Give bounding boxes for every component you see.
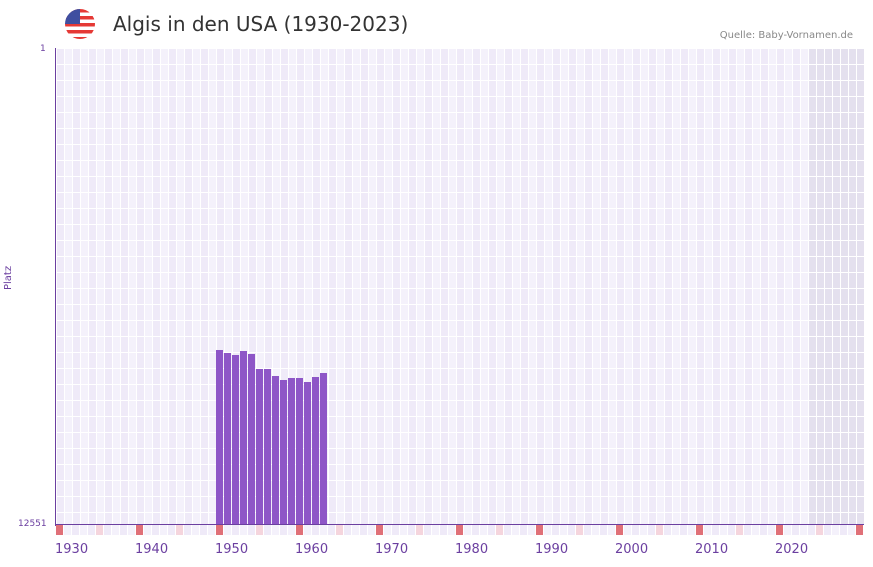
us-flag-icon — [65, 9, 95, 39]
bar-1963[interactable] — [320, 373, 327, 524]
x-tick-1970: 1970 — [375, 542, 409, 557]
bar-1950[interactable] — [216, 350, 223, 524]
bar-1961[interactable] — [304, 382, 311, 524]
x-tick-1930: 1930 — [55, 542, 89, 557]
x-tick-1950: 1950 — [215, 542, 249, 557]
x-tick-2020: 2020 — [775, 542, 809, 557]
bar-1954[interactable] — [248, 354, 255, 524]
bar-1951[interactable] — [224, 353, 231, 524]
decade-markers — [56, 525, 863, 535]
bar-1956[interactable] — [264, 369, 271, 524]
grid-background — [57, 49, 864, 525]
y-axis-label: Platz — [3, 265, 14, 290]
bar-1958[interactable] — [280, 380, 287, 524]
y-tick-bottom: 12551 — [18, 519, 47, 529]
bar-1959[interactable] — [288, 378, 295, 524]
x-tick-2000: 2000 — [615, 542, 649, 557]
y-tick-top: 1 — [40, 44, 46, 54]
x-tick-1990: 1990 — [535, 542, 569, 557]
bar-1952[interactable] — [232, 355, 239, 524]
bar-1962[interactable] — [312, 377, 319, 524]
bar-1960[interactable] — [296, 378, 303, 524]
bar-1957[interactable] — [272, 376, 279, 524]
y-axis-line — [55, 48, 56, 526]
x-tick-1940: 1940 — [135, 542, 169, 557]
x-tick-1980: 1980 — [455, 542, 489, 557]
chart-title: Algis in den USA (1930-2023) — [113, 12, 409, 36]
bar-1953[interactable] — [240, 351, 247, 524]
x-tick-1960: 1960 — [295, 542, 329, 557]
x-tick-2010: 2010 — [695, 542, 729, 557]
source-label: Quelle: Baby-Vornamen.de — [719, 30, 853, 41]
plot-area — [56, 48, 864, 525]
bar-1955[interactable] — [256, 369, 263, 524]
x-axis-line — [55, 524, 864, 525]
